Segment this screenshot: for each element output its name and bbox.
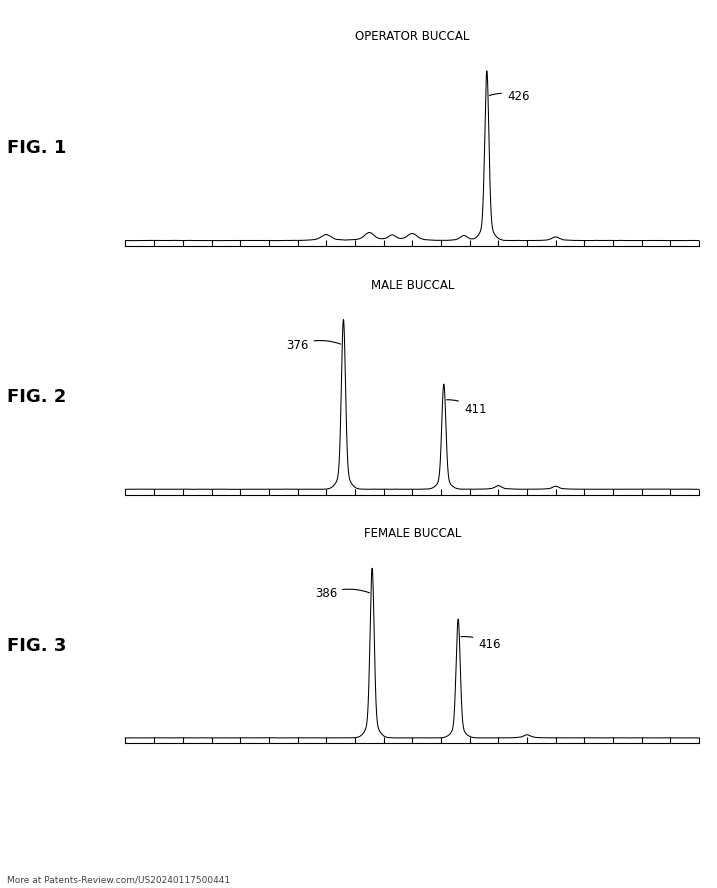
- Text: FIG. 3: FIG. 3: [7, 637, 67, 654]
- Text: OPERATOR BUCCAL: OPERATOR BUCCAL: [355, 30, 470, 43]
- Text: 411: 411: [447, 400, 486, 416]
- Text: FEMALE BUCCAL: FEMALE BUCCAL: [364, 527, 461, 540]
- Text: 426: 426: [490, 90, 529, 103]
- Text: More at Patents-Review.com/US20240117500441: More at Patents-Review.com/US20240117500…: [7, 876, 230, 884]
- Text: 416: 416: [461, 637, 500, 651]
- Text: FIG. 1: FIG. 1: [7, 139, 67, 157]
- Text: MALE BUCCAL: MALE BUCCAL: [371, 279, 454, 291]
- Text: 376: 376: [286, 338, 341, 352]
- Text: FIG. 2: FIG. 2: [7, 388, 67, 406]
- Text: 386: 386: [315, 587, 369, 600]
